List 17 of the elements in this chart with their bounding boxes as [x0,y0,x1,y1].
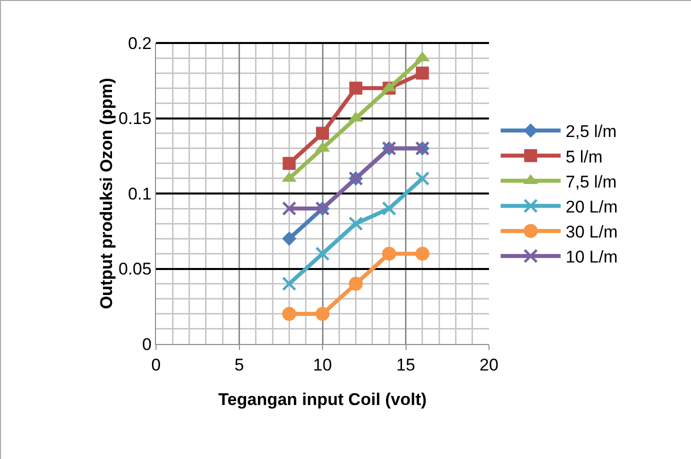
y-tick-label: 0.1 [128,184,152,204]
y-tick-label: 0.05 [118,260,152,279]
y-tick-label: 0 [142,334,152,354]
y-axis-title: Output produksi Ozon (ppm) [97,78,116,310]
x-tick-label: 20 [480,355,498,374]
legend-label: 5 l/m [566,147,603,166]
x-tick-label: 10 [313,355,332,374]
legend-label: 10 L/m [566,248,618,267]
y-tick-label: 0.15 [118,109,152,128]
x-axis-title: Tegangan input Coil (volt) [218,390,427,409]
legend-label: 2,5 l/m [566,122,617,142]
x-tick-label: 5 [234,355,244,374]
legend-label: 7,5 l/m [566,172,617,192]
y-tick-label: 0.2 [128,34,152,53]
legend-label: 30 L/m [566,222,618,242]
x-tick-label: 15 [396,355,416,374]
legend-label: 20 L/m [566,197,618,216]
